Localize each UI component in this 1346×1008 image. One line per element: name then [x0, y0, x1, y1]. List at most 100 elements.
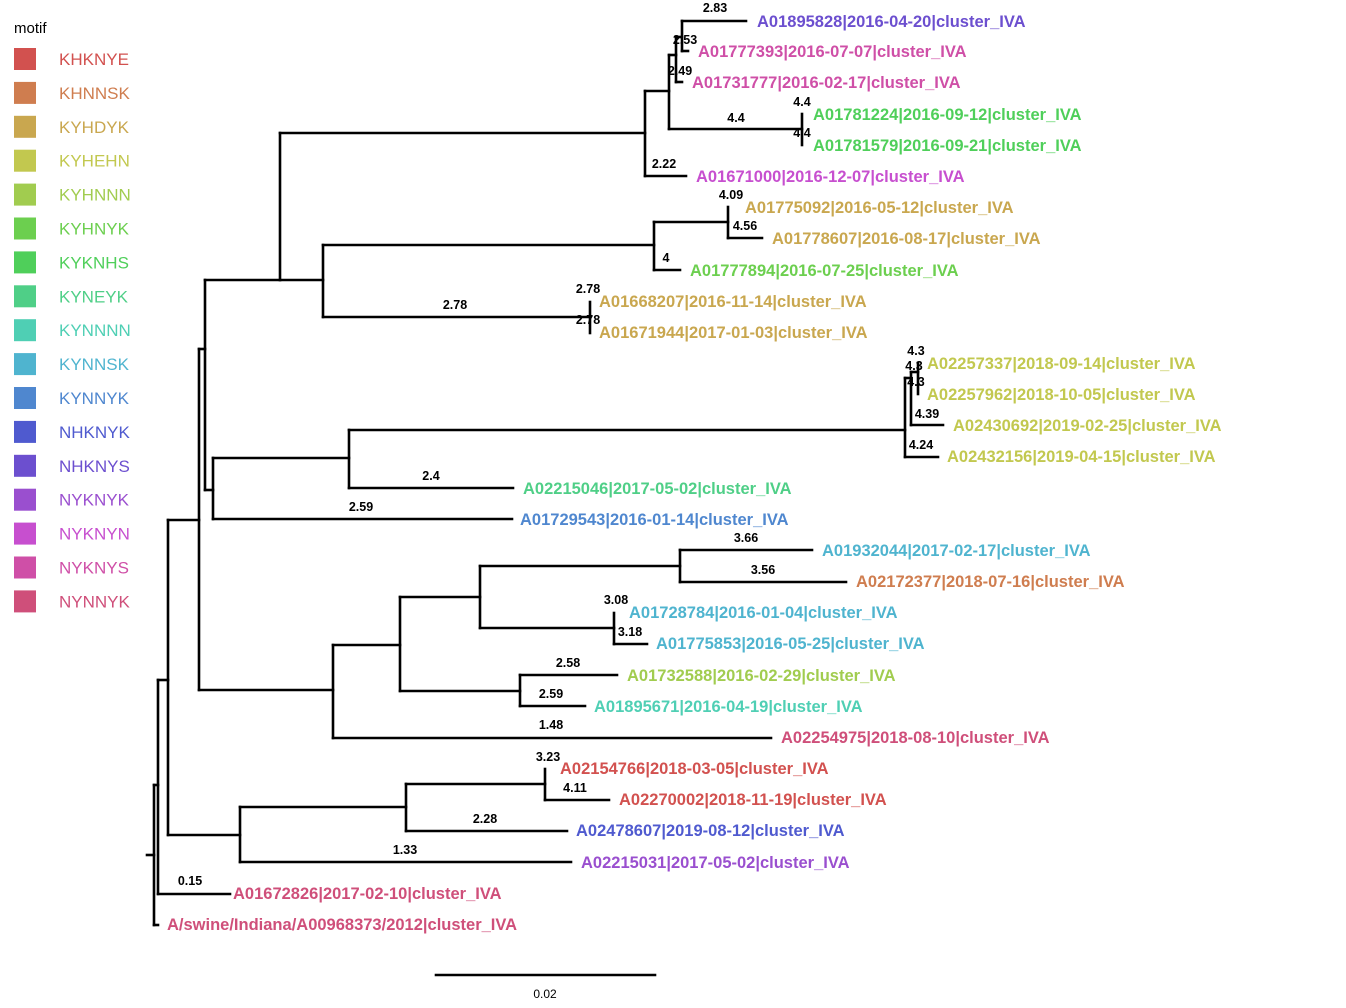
scale-bar: 0.02 — [434, 973, 657, 1001]
tip-label: A02432156|2019-04-15|cluster_IVA — [947, 448, 1216, 466]
legend-swatch — [14, 115, 36, 138]
branch-length-label: 2.78 — [576, 313, 600, 327]
tip-label: A01775092|2016-05-12|cluster_IVA — [745, 199, 1014, 217]
tip-label: A01668207|2016-11-14|cluster_IVA — [599, 293, 867, 311]
branch-length-label: 2.59 — [539, 687, 563, 701]
branch-length-label: 1.33 — [393, 843, 417, 857]
legend-label: NYKNYK — [59, 491, 130, 510]
tip-label: A01781579|2016-09-21|cluster_IVA — [813, 137, 1082, 155]
legend-swatch — [14, 319, 36, 342]
branch-length-label: 2.83 — [703, 1, 727, 15]
branch-length-label: 3.08 — [604, 593, 628, 607]
tree-branches — [145, 19, 945, 927]
branch-length-label: 4.11 — [563, 781, 587, 795]
tip-label: A01671944|2017-01-03|cluster_IVA — [599, 324, 868, 342]
legend-label: KYHDYK — [59, 118, 130, 137]
tip-label: A01777393|2016-07-07|cluster_IVA — [698, 43, 967, 61]
branch-length-label: 2.78 — [443, 298, 467, 312]
tip-label: A01895671|2016-04-19|cluster_IVA — [594, 698, 863, 716]
branch-length-label: 4.4 — [793, 126, 810, 140]
branch-length-label: 2.58 — [556, 656, 580, 670]
branch-length-label: 4 — [663, 251, 670, 265]
tip-label: A01731777|2016-02-17|cluster_IVA — [692, 74, 961, 92]
legend-label: NHKNYK — [59, 423, 131, 442]
branch-length-label: 4.4 — [793, 95, 810, 109]
branch-length-label: 2.53 — [673, 33, 697, 47]
tip-label: A01777894|2016-07-25|cluster_IVA — [690, 262, 959, 280]
tip-label: A02270002|2018-11-19|cluster_IVA — [619, 791, 887, 809]
legend-label: KYNNYK — [59, 389, 130, 408]
motif-legend: motif KHKNYE KHNNSK KYHDYK KYHEHN KYHNNN KYHN… — [14, 20, 131, 613]
tip-label: A02215031|2017-05-02|cluster_IVA — [581, 854, 850, 872]
legend-label: KHKNYE — [59, 50, 129, 69]
tip-label: A01775853|2016-05-25|cluster_IVA — [656, 635, 925, 653]
tip-label: A01781224|2016-09-12|cluster_IVA — [813, 106, 1082, 124]
tip-label: A02257337|2018-09-14|cluster_IVA — [927, 355, 1196, 373]
legend-swatch — [14, 217, 36, 240]
branch-length-label: 2.4 — [422, 469, 439, 483]
legend-swatch — [14, 183, 36, 206]
legend-label: NYKNYS — [59, 559, 129, 578]
branch-length-label: 3.66 — [734, 531, 758, 545]
legend-swatch — [14, 81, 36, 104]
branch-length-label: 2.22 — [652, 157, 676, 171]
legend-swatch — [14, 522, 36, 545]
legend-label: KYKNHS — [59, 253, 129, 272]
tip-label: A01672826|2017-02-10|cluster_IVA — [233, 885, 502, 903]
tip-label: A/swine/Indiana/A00968373/2012|cluster_I… — [167, 916, 517, 934]
branch-length-label: 1.48 — [539, 718, 563, 732]
tip-label: A02254975|2018-08-10|cluster_IVA — [781, 729, 1050, 747]
branch-length-label: 2.49 — [668, 64, 692, 78]
legend-label: KHNNSK — [59, 84, 131, 103]
legend-label: KYNNSK — [59, 355, 130, 374]
branch-length-label: 4.09 — [719, 188, 743, 202]
branch-length-label: 4.3 — [905, 359, 922, 373]
legend-swatch — [14, 454, 36, 477]
legend-swatch — [14, 387, 36, 409]
legend-title: motif — [14, 20, 47, 37]
legend-swatch — [14, 251, 36, 274]
tip-label: A02430692|2019-02-25|cluster_IVA — [953, 417, 1222, 435]
tip-label: A02172377|2018-07-16|cluster_IVA — [856, 573, 1125, 591]
tip-label: A01732588|2016-02-29|cluster_IVA — [627, 667, 896, 685]
branch-length-label: 4.4 — [727, 111, 744, 125]
legend-label: KYNNNN — [59, 321, 131, 340]
legend-swatch — [14, 488, 36, 511]
branch-length-label: 4.56 — [733, 219, 757, 233]
legend-label: KYHNYK — [59, 220, 130, 239]
legend-label: NHKNYS — [59, 457, 130, 476]
legend-swatch — [14, 149, 36, 172]
branch-length-label: 0.15 — [178, 874, 202, 888]
legend-label: NYNNYK — [59, 592, 131, 611]
tip-label: A02215046|2017-05-02|cluster_IVA — [523, 480, 792, 498]
tip-label: A01729543|2016-01-14|cluster_IVA — [520, 511, 789, 529]
tip-label: A01895828|2016-04-20|cluster_IVA — [757, 13, 1026, 31]
tip-label: A01671000|2016-12-07|cluster_IVA — [696, 168, 965, 186]
tip-label: A02478607|2019-08-12|cluster_IVA — [576, 822, 845, 840]
branch-length-label: 3.56 — [751, 563, 775, 577]
branch-length-label: 2.78 — [576, 282, 600, 296]
branch-length-label: 2.59 — [349, 500, 373, 514]
tip-label: A01728784|2016-01-04|cluster_IVA — [629, 604, 898, 622]
branch-length-label: 4.39 — [915, 407, 939, 421]
legend-swatch — [14, 353, 36, 376]
tip-label: A01778607|2016-08-17|cluster_IVA — [772, 230, 1041, 248]
branch-length-label: 3.18 — [618, 625, 642, 639]
legend-label: NYKNYN — [59, 525, 130, 544]
legend-label: KYHNNN — [59, 186, 131, 205]
tip-label: A01932044|2017-02-17|cluster_IVA — [822, 542, 1091, 560]
legend-label: KYNEYK — [59, 287, 129, 306]
legend-swatch — [14, 590, 36, 613]
branch-length-label: 4.3 — [907, 375, 924, 389]
branch-length-label: 4.24 — [909, 438, 933, 452]
legend-swatch — [14, 420, 36, 443]
branch-labels: 2.83 2.53 2.49 4.4 4.4 4.4 2.22 4.09 4.56 4 2.78 2.… — [178, 1, 939, 888]
branch-length-label: 2.28 — [473, 812, 497, 826]
legend-swatch — [14, 285, 36, 308]
legend-swatch — [14, 556, 36, 579]
tip-labels: A01895828|2016-04-20|cluster_IVA A0177739… — [167, 13, 1222, 934]
tip-label: A02257962|2018-10-05|cluster_IVA — [927, 386, 1196, 404]
legend-label: KYHEHN — [59, 152, 130, 171]
branch-length-label: 3.23 — [536, 750, 560, 764]
